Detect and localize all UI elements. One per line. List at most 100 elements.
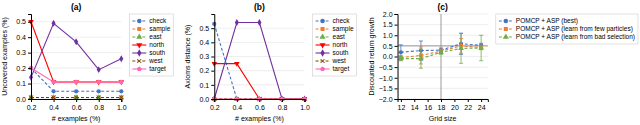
line xyxy=(31,22,121,82)
series xyxy=(212,22,307,101)
legend-marker xyxy=(320,19,325,24)
tick: 0.2 xyxy=(27,99,37,111)
legend-marker xyxy=(504,27,508,31)
line xyxy=(214,24,304,99)
tick-label: 0.5 xyxy=(16,18,26,25)
panel: 12141618202224−2.0−1.5−1.0−0.50.00.51.01… xyxy=(368,2,638,122)
title: (b) xyxy=(254,2,265,12)
series xyxy=(211,62,307,102)
tick-label: 0.3 xyxy=(16,49,26,56)
legend-marker xyxy=(137,27,141,31)
tick: 0.6 xyxy=(255,99,265,111)
legend-marker xyxy=(320,33,326,38)
marker xyxy=(119,55,123,62)
tick-mark xyxy=(401,99,402,102)
tick-mark xyxy=(468,99,469,102)
axis-line xyxy=(32,100,122,103)
tick: 0.3 xyxy=(16,49,31,56)
marker xyxy=(51,80,57,85)
tick-label: 0.8 xyxy=(94,104,104,111)
series xyxy=(29,20,123,81)
grid-line xyxy=(31,68,121,69)
marker xyxy=(73,80,79,85)
series xyxy=(398,34,484,69)
legend-marker xyxy=(320,66,325,71)
legend-label: east xyxy=(333,33,345,40)
grid-line xyxy=(214,70,304,71)
legend-marker xyxy=(504,19,509,24)
tick-mark xyxy=(28,99,31,100)
x-axis: 0.20.40.60.81.0 xyxy=(27,99,127,111)
legend-marker xyxy=(136,43,142,48)
legend-item: west xyxy=(316,57,347,64)
marker xyxy=(119,96,123,100)
marker xyxy=(118,80,124,85)
tick: 22 xyxy=(464,99,472,111)
series xyxy=(399,38,483,64)
tick: 16 xyxy=(424,99,432,111)
marker xyxy=(74,96,78,100)
legend-label: check xyxy=(149,17,167,24)
marker xyxy=(399,50,403,54)
legend-box xyxy=(129,14,173,76)
tick-mark xyxy=(28,53,31,54)
tick: 0.2 xyxy=(16,65,31,72)
tick-mark xyxy=(76,99,77,102)
tick: 0.8 xyxy=(278,99,288,111)
y-axis: 0.00.10.20.30.40.5 xyxy=(16,15,31,103)
legend-box xyxy=(313,14,357,76)
tick-mark xyxy=(395,14,398,15)
legend-label: POMCP + ASP (learn from few particles) xyxy=(516,25,633,33)
marker xyxy=(418,55,424,60)
line xyxy=(214,64,304,99)
tick: 1.5 xyxy=(383,21,398,28)
tick-mark xyxy=(211,57,214,58)
legend-box xyxy=(496,14,638,44)
tick-label: 0.1 xyxy=(200,82,210,89)
error-bar xyxy=(479,45,483,49)
line xyxy=(401,46,481,58)
grid xyxy=(31,22,121,99)
tick-mark xyxy=(211,99,214,100)
plot-area xyxy=(398,14,488,99)
tick: 2.0 xyxy=(383,11,398,18)
legend-item: east xyxy=(316,33,345,40)
tick-label: 0.5 xyxy=(383,43,393,50)
legend-marker xyxy=(137,59,141,63)
legend-label: sample xyxy=(333,25,354,33)
legend: POMCP + ASP (best)POMCP + ASP (learn fro… xyxy=(496,14,638,44)
legend-item: target xyxy=(132,65,166,73)
legend-label: south xyxy=(149,49,165,56)
tick: 0.0 xyxy=(16,96,31,103)
legend-label: sample xyxy=(149,25,170,33)
tick-mark xyxy=(28,68,31,69)
tick-mark xyxy=(414,99,415,102)
plot-area xyxy=(211,19,307,102)
tick: 0.2 xyxy=(210,99,220,111)
tick-mark xyxy=(211,42,214,43)
chart-svg: 0.20.40.60.81.00.00.10.20.30.40.5(a)# ex… xyxy=(0,0,640,125)
plot-area xyxy=(28,20,124,100)
marker xyxy=(398,55,404,60)
grid-line xyxy=(398,45,488,46)
x-axis-title: # examples (%) xyxy=(52,115,101,123)
legend-item: POMCP + ASP (best) xyxy=(499,17,578,25)
grid xyxy=(214,28,304,99)
legend-marker xyxy=(137,66,142,71)
legend-item: north xyxy=(316,41,348,48)
tick-mark xyxy=(395,78,398,79)
marker xyxy=(96,80,101,84)
series xyxy=(29,96,123,100)
marker xyxy=(478,45,484,50)
legend-item: POMCP + ASP (learn from few particles) xyxy=(499,25,633,33)
x-axis-title: # examples (%) xyxy=(235,115,284,123)
legend: checksampleeastnorthsouthwesttarget xyxy=(313,14,357,76)
line xyxy=(31,68,121,91)
axis-line xyxy=(215,100,305,103)
tick-label: 0.2 xyxy=(16,65,26,72)
tick-mark xyxy=(395,99,398,100)
line xyxy=(31,23,121,77)
tick-label: 0.2 xyxy=(27,104,37,111)
marker xyxy=(74,80,79,84)
tick-label: 24 xyxy=(478,104,486,111)
